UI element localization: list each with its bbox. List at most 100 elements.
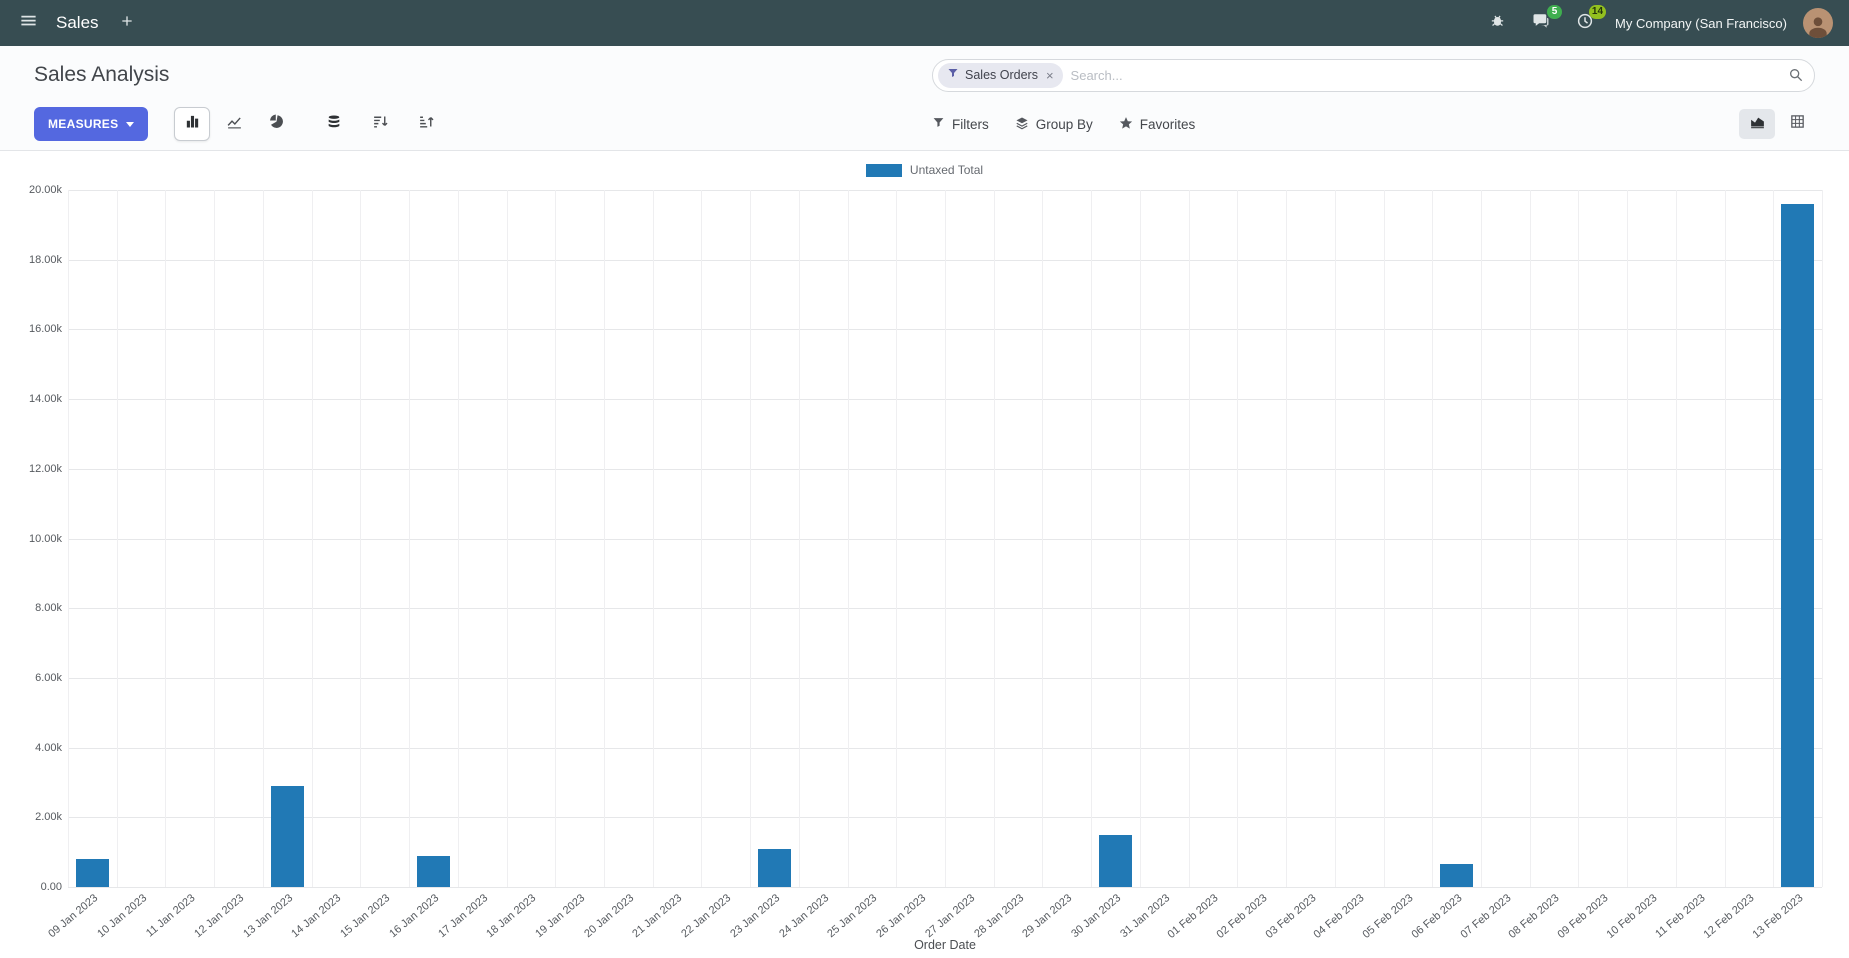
v-gridline <box>506 190 508 887</box>
x-tick-label: 09 Feb 2023 <box>1555 892 1611 941</box>
measures-button[interactable]: MEASURES <box>34 107 149 141</box>
stacked-toggle-button[interactable] <box>316 107 352 141</box>
v-gridline <box>1286 190 1288 887</box>
y-tick-label: 0.00 <box>40 881 62 893</box>
page-title: Sales Analysis <box>34 63 170 86</box>
x-tick-label: 27 Jan 2023 <box>922 892 978 941</box>
caret-down-icon <box>126 121 135 127</box>
v-gridline <box>993 190 995 887</box>
line-chart-type-button[interactable] <box>216 107 252 141</box>
group-by-button[interactable]: Group By <box>1015 116 1093 133</box>
bar[interactable] <box>1781 203 1815 887</box>
bar[interactable] <box>1099 834 1133 887</box>
messages-button[interactable]: 5 <box>1527 5 1563 37</box>
x-tick-label: 13 Feb 2023 <box>1750 892 1806 941</box>
pie-chart-type-button[interactable] <box>258 107 294 141</box>
sort-ascending-button[interactable] <box>408 107 444 141</box>
filters-button[interactable]: Filters <box>932 116 989 132</box>
legend-label: Untaxed Total <box>909 163 984 177</box>
favorites-star-icon <box>1119 116 1133 133</box>
y-tick-label: 8.00k <box>35 602 62 615</box>
search-icon[interactable] <box>1788 67 1804 83</box>
v-gridline <box>1578 190 1580 887</box>
x-tick-label: 07 Feb 2023 <box>1457 892 1514 941</box>
v-gridline <box>652 190 654 887</box>
x-tick-label: 05 Feb 2023 <box>1360 892 1416 941</box>
layers-icon <box>1015 116 1029 133</box>
filters-button-label: Filters <box>952 116 989 132</box>
x-tick-label: 16 Jan 2023 <box>387 892 442 941</box>
chart-area: Untaxed Total 0.00 2.00k 4.00k 6.00k 8.00k 10… <box>0 151 1849 958</box>
x-tick-label: 08 Feb 2023 <box>1506 892 1562 941</box>
bar[interactable] <box>1440 864 1474 887</box>
filter-funnel-icon <box>932 116 945 132</box>
new-tab-button[interactable] <box>113 9 141 37</box>
x-tick-label: 17 Jan 2023 <box>435 892 490 941</box>
bar[interactable] <box>75 859 109 887</box>
graph-view-button[interactable] <box>1739 109 1775 139</box>
v-gridline <box>1675 190 1677 887</box>
v-gridline <box>945 190 946 887</box>
activities-button[interactable]: 14 <box>1571 5 1607 37</box>
company-switcher[interactable]: My Company (San Francisco) <box>1615 15 1787 31</box>
chat-bubble-icon <box>1532 12 1550 35</box>
v-gridline <box>1091 190 1093 887</box>
x-tick-label: 02 Feb 2023 <box>1214 892 1270 941</box>
v-gridline <box>847 190 849 887</box>
x-tick-label: 20 Jan 2023 <box>581 892 637 941</box>
v-gridline <box>798 190 800 887</box>
facet-remove-button[interactable]: × <box>1045 67 1054 83</box>
plus-icon <box>119 13 135 34</box>
v-gridline <box>701 190 703 887</box>
v-gridline <box>750 190 752 887</box>
app-name[interactable]: Sales <box>56 13 99 32</box>
x-tick-label: 26 Jan 2023 <box>874 892 929 941</box>
facet-label: Sales Orders <box>965 68 1038 82</box>
graph-view-icon <box>1749 113 1766 135</box>
x-tick-label: 19 Jan 2023 <box>533 892 588 941</box>
bar[interactable] <box>757 849 791 887</box>
x-tick-label: 03 Feb 2023 <box>1263 892 1319 941</box>
x-tick-label: 23 Jan 2023 <box>728 892 783 941</box>
v-gridline <box>1334 190 1336 887</box>
debug-button[interactable] <box>1483 9 1511 37</box>
y-tick-label: 6.00k <box>35 671 62 684</box>
y-tick-label: 10.00k <box>28 532 62 545</box>
favorites-button[interactable]: Favorites <box>1119 116 1195 133</box>
search-facet-sales-orders[interactable]: Sales Orders × <box>938 62 1063 88</box>
search-bar[interactable]: Sales Orders × <box>932 58 1815 92</box>
x-tick-label: 01 Feb 2023 <box>1165 892 1221 941</box>
v-gridline <box>896 190 898 887</box>
y-tick-label: 4.00k <box>35 741 62 754</box>
x-tick-label: 13 Jan 2023 <box>240 892 295 941</box>
apps-menu-button[interactable] <box>14 9 42 37</box>
v-gridline <box>1773 190 1775 887</box>
measures-button-label: MEASURES <box>48 117 119 131</box>
bar[interactable] <box>270 785 304 887</box>
avatar[interactable] <box>1803 8 1833 38</box>
facet-filter-icon <box>947 66 959 84</box>
search-input[interactable] <box>1070 67 1780 83</box>
bug-icon <box>1489 12 1506 34</box>
legend-item-untaxed-total[interactable]: Untaxed Total <box>865 163 984 177</box>
y-axis-labels: 0.00 2.00k 4.00k 6.00k 8.00k 10.00k 12.00k 14.0… <box>0 184 62 893</box>
sort-descending-button[interactable] <box>362 107 398 141</box>
v-gridline <box>311 190 313 887</box>
bar-chart-type-button[interactable] <box>174 107 211 141</box>
top-navbar: Sales 5 14 My C <box>0 0 1849 46</box>
v-gridline <box>165 190 167 887</box>
x-tick-label: 09 Jan 2023 <box>45 892 101 941</box>
x-tick-label: 12 Jan 2023 <box>192 892 247 941</box>
v-gridline <box>1822 190 1823 887</box>
pivot-view-button[interactable] <box>1779 109 1815 139</box>
sort-asc-icon <box>418 113 435 135</box>
v-gridline <box>1042 190 1044 887</box>
v-gridline <box>360 190 362 887</box>
v-gridline <box>1529 190 1531 887</box>
v-gridline <box>1383 190 1385 887</box>
h-gridline <box>68 887 1822 888</box>
bar[interactable] <box>416 855 450 887</box>
group-by-button-label: Group By <box>1035 116 1093 132</box>
v-gridline <box>457 190 459 887</box>
v-gridline <box>262 190 264 887</box>
